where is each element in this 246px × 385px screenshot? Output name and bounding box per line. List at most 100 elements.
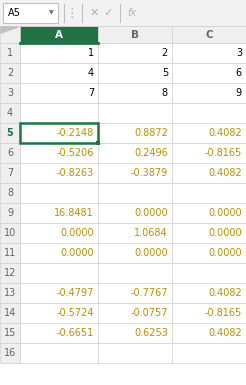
- Bar: [20, 143, 98, 163]
- Text: 0.0000: 0.0000: [134, 208, 168, 218]
- Bar: [172, 83, 246, 103]
- Text: 9: 9: [7, 208, 13, 218]
- Text: 3: 3: [236, 48, 242, 58]
- Bar: [0, 223, 20, 243]
- Bar: [172, 43, 246, 63]
- Text: 5: 5: [7, 128, 13, 138]
- Bar: [98, 223, 172, 243]
- Text: C: C: [205, 30, 213, 40]
- Text: 1.0684: 1.0684: [134, 228, 168, 238]
- Text: 16.8481: 16.8481: [54, 208, 94, 218]
- Text: 7: 7: [7, 168, 13, 178]
- Text: 5: 5: [162, 68, 168, 78]
- Text: -0.8165: -0.8165: [205, 308, 242, 318]
- Bar: [0, 83, 20, 103]
- Bar: [98, 203, 172, 223]
- Bar: [98, 163, 172, 183]
- Bar: [172, 26, 246, 43]
- Text: ▼: ▼: [49, 10, 53, 15]
- Text: fx: fx: [127, 8, 137, 18]
- Polygon shape: [1, 27, 18, 33]
- Bar: [172, 143, 246, 163]
- Text: 1: 1: [88, 48, 94, 58]
- Bar: [20, 26, 98, 43]
- Bar: [20, 223, 98, 243]
- Bar: [20, 283, 98, 303]
- Bar: [98, 243, 172, 263]
- Text: 0.4082: 0.4082: [208, 328, 242, 338]
- Bar: [172, 283, 246, 303]
- Text: -0.5724: -0.5724: [57, 308, 94, 318]
- Text: 8: 8: [7, 188, 13, 198]
- Bar: [3, 3, 58, 23]
- Bar: [172, 323, 246, 343]
- Text: ✓: ✓: [103, 8, 113, 18]
- Text: 0.0000: 0.0000: [60, 228, 94, 238]
- Text: -0.8165: -0.8165: [205, 148, 242, 158]
- Bar: [0, 0, 246, 26]
- Bar: [20, 163, 98, 183]
- Text: 4: 4: [88, 68, 94, 78]
- Text: B: B: [131, 30, 139, 40]
- Bar: [172, 203, 246, 223]
- Text: 16: 16: [4, 348, 16, 358]
- Text: 1: 1: [7, 48, 13, 58]
- Text: 0.6253: 0.6253: [134, 328, 168, 338]
- Bar: [20, 323, 98, 343]
- Bar: [20, 123, 98, 143]
- Text: ✕: ✕: [89, 8, 99, 18]
- Text: 2: 2: [162, 48, 168, 58]
- Text: ⋮: ⋮: [66, 7, 78, 20]
- Bar: [20, 103, 98, 123]
- Bar: [20, 43, 98, 63]
- Bar: [0, 163, 20, 183]
- Bar: [98, 43, 172, 63]
- Bar: [98, 303, 172, 323]
- Bar: [20, 123, 98, 143]
- Text: 0.4082: 0.4082: [208, 288, 242, 298]
- Text: A: A: [55, 30, 63, 40]
- Bar: [98, 123, 172, 143]
- Bar: [0, 183, 20, 203]
- Bar: [20, 203, 98, 223]
- Text: -0.6651: -0.6651: [57, 328, 94, 338]
- Bar: [20, 243, 98, 263]
- Text: -0.3879: -0.3879: [131, 168, 168, 178]
- Text: -0.7767: -0.7767: [130, 288, 168, 298]
- Bar: [172, 183, 246, 203]
- Text: 0.0000: 0.0000: [60, 248, 94, 258]
- Text: 8: 8: [162, 88, 168, 98]
- Bar: [20, 63, 98, 83]
- Text: 2: 2: [7, 68, 13, 78]
- Bar: [98, 263, 172, 283]
- Bar: [0, 103, 20, 123]
- Text: -0.2148: -0.2148: [57, 128, 94, 138]
- Bar: [98, 26, 172, 43]
- Bar: [0, 303, 20, 323]
- Bar: [0, 263, 20, 283]
- Text: 6: 6: [7, 148, 13, 158]
- Bar: [98, 183, 172, 203]
- Text: 15: 15: [4, 328, 16, 338]
- Bar: [98, 343, 172, 363]
- Bar: [172, 223, 246, 243]
- Text: 0.0000: 0.0000: [208, 228, 242, 238]
- Text: 0.8872: 0.8872: [134, 128, 168, 138]
- Bar: [0, 203, 20, 223]
- Text: 9: 9: [236, 88, 242, 98]
- Text: 14: 14: [4, 308, 16, 318]
- Bar: [172, 343, 246, 363]
- Bar: [20, 83, 98, 103]
- Bar: [0, 243, 20, 263]
- Text: 4: 4: [7, 108, 13, 118]
- Bar: [98, 103, 172, 123]
- Bar: [20, 183, 98, 203]
- Bar: [172, 263, 246, 283]
- Bar: [0, 283, 20, 303]
- Text: 0.2496: 0.2496: [134, 148, 168, 158]
- Text: 0.0000: 0.0000: [208, 208, 242, 218]
- Text: 12: 12: [4, 268, 16, 278]
- Bar: [0, 123, 20, 143]
- Text: 0.0000: 0.0000: [208, 248, 242, 258]
- Bar: [172, 243, 246, 263]
